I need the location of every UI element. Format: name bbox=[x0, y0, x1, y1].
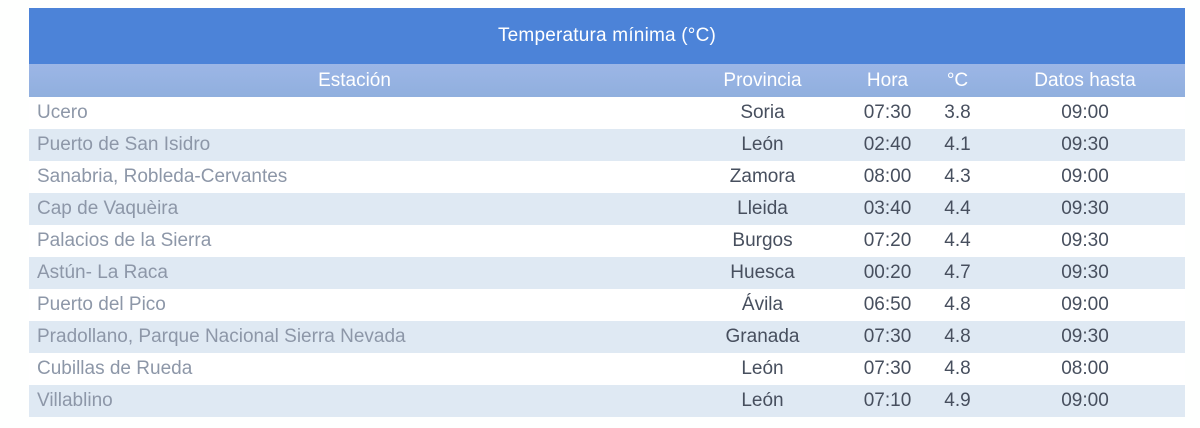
table-header-row: Estación Provincia Hora °C Datos hasta bbox=[29, 64, 1185, 97]
cell-hora: 07:30 bbox=[863, 102, 912, 123]
cell-temp: 4.8 bbox=[944, 358, 971, 379]
cell-temp: 4.9 bbox=[944, 390, 971, 411]
cell-provincia: Granada bbox=[725, 326, 800, 347]
col-header-hora: Hora bbox=[845, 64, 930, 97]
cell-hora: 02:40 bbox=[863, 134, 912, 155]
cell-hora: 08:00 bbox=[863, 166, 912, 187]
cell-hora: 07:30 bbox=[863, 326, 912, 347]
table-row: Puerto de San Isidro León 02:40 4.1 09:30 bbox=[29, 129, 1185, 161]
cell-datos-hasta: 09:00 bbox=[1061, 294, 1109, 315]
table-row: Cubillas de Rueda León 07:30 4.8 08:00 bbox=[29, 353, 1185, 385]
cell-temp: 4.4 bbox=[944, 198, 971, 219]
col-header-temp: °C bbox=[930, 64, 985, 97]
table-header: Estación Provincia Hora °C Datos hasta bbox=[29, 64, 1185, 97]
cell-datos-hasta: 09:00 bbox=[1061, 390, 1109, 411]
cell-datos-hasta: 08:00 bbox=[1061, 358, 1109, 379]
cell-provincia: Huesca bbox=[730, 262, 795, 283]
cell-hora: 00:20 bbox=[863, 262, 912, 283]
cell-datos-hasta: 09:00 bbox=[1061, 102, 1109, 123]
table-row: Puerto del Pico Ávila 06:50 4.8 09:00 bbox=[29, 289, 1185, 321]
cell-estacion: Ucero bbox=[37, 102, 88, 123]
cell-estacion: Puerto de San Isidro bbox=[37, 134, 211, 155]
cell-datos-hasta: 09:30 bbox=[1061, 262, 1109, 283]
table-row: Astún- La Raca Huesca 00:20 4.7 09:30 bbox=[29, 257, 1185, 289]
cell-provincia: León bbox=[741, 134, 784, 155]
cell-datos-hasta: 09:30 bbox=[1061, 198, 1109, 219]
min-temperature-table: Estación Provincia Hora °C Datos hasta U… bbox=[29, 64, 1185, 417]
cell-estacion: Cap de Vaquèira bbox=[37, 198, 179, 219]
cell-hora: 03:40 bbox=[863, 198, 912, 219]
cell-provincia: Lleida bbox=[737, 198, 788, 219]
cell-datos-hasta: 09:30 bbox=[1061, 230, 1109, 251]
cell-temp: 4.3 bbox=[944, 166, 971, 187]
col-header-provincia: Provincia bbox=[680, 64, 845, 97]
cell-hora: 06:50 bbox=[863, 294, 912, 315]
cell-estacion: Cubillas de Rueda bbox=[37, 358, 193, 379]
cell-provincia: Zamora bbox=[729, 166, 796, 187]
table-row: Ucero Soria 07:30 3.8 09:00 bbox=[29, 97, 1185, 129]
cell-provincia: Burgos bbox=[732, 230, 793, 251]
cell-temp: 4.8 bbox=[944, 326, 971, 347]
cell-temp: 3.8 bbox=[944, 102, 971, 123]
cell-estacion: Puerto del Pico bbox=[37, 294, 166, 315]
cell-hora: 07:30 bbox=[863, 358, 912, 379]
table-row: Cap de Vaquèira Lleida 03:40 4.4 09:30 bbox=[29, 193, 1185, 225]
table-row: Palacios de la Sierra Burgos 07:20 4.4 09:30 bbox=[29, 225, 1185, 257]
cell-estacion: Sanabria, Robleda-Cervantes bbox=[37, 166, 288, 187]
cell-provincia: León bbox=[741, 390, 784, 411]
cell-datos-hasta: 09:30 bbox=[1061, 326, 1109, 347]
cell-datos-hasta: 09:30 bbox=[1061, 134, 1109, 155]
cell-temp: 4.7 bbox=[944, 262, 971, 283]
cell-temp: 4.8 bbox=[944, 294, 971, 315]
cell-provincia: León bbox=[741, 358, 784, 379]
cell-datos-hasta: 09:00 bbox=[1061, 166, 1109, 187]
cell-estacion: Pradollano, Parque Nacional Sierra Nevad… bbox=[37, 326, 406, 347]
table-row: Pradollano, Parque Nacional Sierra Nevad… bbox=[29, 321, 1185, 353]
table-row: Villablino León 07:10 4.9 09:00 bbox=[29, 385, 1185, 417]
cell-hora: 07:20 bbox=[863, 230, 912, 251]
table-row: Sanabria, Robleda-Cervantes Zamora 08:00 4.… bbox=[29, 161, 1185, 193]
cell-temp: 4.4 bbox=[944, 230, 971, 251]
cell-hora: 07:10 bbox=[863, 390, 912, 411]
table-body: Ucero Soria 07:30 3.8 09:00 Puerto de San Isi… bbox=[29, 97, 1185, 417]
col-header-datos-hasta: Datos hasta bbox=[985, 64, 1185, 97]
cell-provincia: Soria bbox=[740, 102, 785, 123]
min-temperature-table-panel: Temperatura mínima (°C) Estación Provinc… bbox=[29, 8, 1185, 417]
cell-estacion: Palacios de la Sierra bbox=[37, 230, 212, 251]
cell-provincia: Ávila bbox=[741, 294, 784, 315]
col-header-estacion: Estación bbox=[29, 64, 680, 97]
cell-estacion: Villablino bbox=[37, 390, 113, 411]
cell-temp: 4.1 bbox=[944, 134, 971, 155]
table-title: Temperatura mínima (°C) bbox=[29, 8, 1185, 64]
cell-estacion: Astún- La Raca bbox=[37, 262, 168, 283]
